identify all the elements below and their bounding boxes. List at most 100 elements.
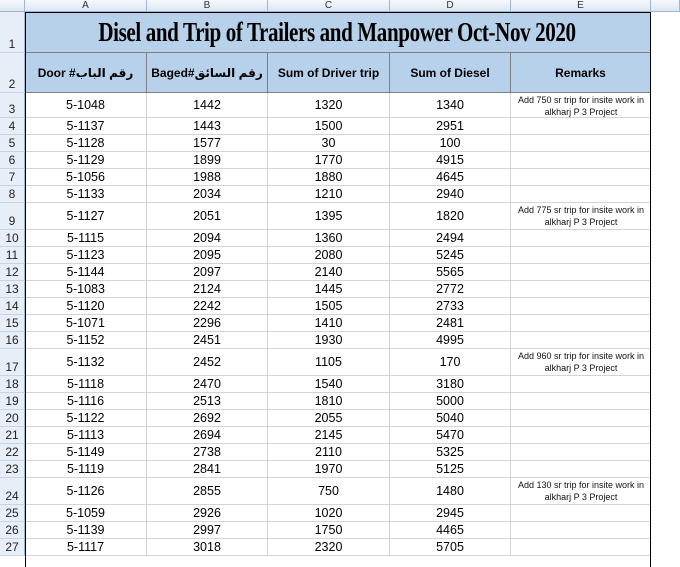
table-cell-door[interactable]: 5-1137 bbox=[25, 118, 147, 135]
table-cell-baged[interactable]: 2513 bbox=[147, 393, 268, 410]
column-header-d[interactable]: D bbox=[390, 0, 511, 12]
row-header[interactable]: 8 bbox=[0, 186, 25, 203]
table-cell-diesel[interactable]: 4645 bbox=[390, 169, 511, 186]
column-title-remarks[interactable]: Remarks bbox=[511, 53, 651, 93]
table-cell-remarks[interactable] bbox=[511, 393, 651, 410]
table-cell-trip[interactable]: 1020 bbox=[268, 505, 390, 522]
table-cell-trip[interactable]: 1540 bbox=[268, 376, 390, 393]
table-cell-trip[interactable]: 2110 bbox=[268, 444, 390, 461]
table-cell-baged[interactable]: 1899 bbox=[147, 152, 268, 169]
table-cell-baged[interactable]: 2738 bbox=[147, 444, 268, 461]
table-cell-remarks[interactable] bbox=[511, 169, 651, 186]
table-cell-remarks[interactable] bbox=[511, 410, 651, 427]
table-cell-remarks[interactable] bbox=[511, 135, 651, 152]
table-cell-door[interactable]: 5-1119 bbox=[25, 461, 147, 478]
table-cell-remarks[interactable] bbox=[511, 376, 651, 393]
table-cell-diesel[interactable]: 4465 bbox=[390, 522, 511, 539]
row-header[interactable]: 23 bbox=[0, 461, 25, 478]
table-cell-remarks[interactable] bbox=[511, 152, 651, 169]
table-cell-trip[interactable]: 2145 bbox=[268, 427, 390, 444]
table-cell-diesel[interactable]: 1480 bbox=[390, 478, 511, 505]
table-cell-baged[interactable]: 1988 bbox=[147, 169, 268, 186]
row-header[interactable]: 27 bbox=[0, 539, 25, 556]
table-cell-trip[interactable]: 1320 bbox=[268, 93, 390, 118]
table-cell-diesel[interactable]: 4915 bbox=[390, 152, 511, 169]
row-header[interactable]: 26 bbox=[0, 522, 25, 539]
table-cell-trip[interactable]: 750 bbox=[268, 478, 390, 505]
table-cell-trip[interactable]: 2080 bbox=[268, 247, 390, 264]
table-cell-trip[interactable]: 1360 bbox=[268, 230, 390, 247]
table-cell-baged[interactable]: 2242 bbox=[147, 298, 268, 315]
table-cell-trip[interactable]: 1505 bbox=[268, 298, 390, 315]
row-header[interactable]: 20 bbox=[0, 410, 25, 427]
row-header[interactable]: 9 bbox=[0, 203, 25, 230]
table-cell-door[interactable]: 5-1117 bbox=[25, 539, 147, 556]
table-cell-door[interactable]: 5-1048 bbox=[25, 93, 147, 118]
table-cell-door[interactable]: 5-1133 bbox=[25, 186, 147, 203]
table-cell-trip[interactable]: 1770 bbox=[268, 152, 390, 169]
table-cell-trip[interactable]: 30 bbox=[268, 135, 390, 152]
table-cell-baged[interactable]: 2094 bbox=[147, 230, 268, 247]
select-all-corner[interactable] bbox=[0, 0, 25, 12]
table-cell-trip[interactable]: 2055 bbox=[268, 410, 390, 427]
table-cell-door[interactable]: 5-1129 bbox=[25, 152, 147, 169]
table-cell-door[interactable]: 5-1144 bbox=[25, 264, 147, 281]
table-cell-diesel[interactable]: 5705 bbox=[390, 539, 511, 556]
table-cell-diesel[interactable]: 5245 bbox=[390, 247, 511, 264]
table-cell-diesel[interactable]: 1340 bbox=[390, 93, 511, 118]
table-cell-trip[interactable]: 1970 bbox=[268, 461, 390, 478]
table-cell-diesel[interactable]: 170 bbox=[390, 349, 511, 376]
table-cell-baged[interactable]: 2034 bbox=[147, 186, 268, 203]
table-cell-diesel[interactable]: 4995 bbox=[390, 332, 511, 349]
row-header[interactable]: 19 bbox=[0, 393, 25, 410]
row-header[interactable]: 12 bbox=[0, 264, 25, 281]
table-cell-remarks[interactable] bbox=[511, 332, 651, 349]
table-cell-door[interactable]: 5-1056 bbox=[25, 169, 147, 186]
row-header[interactable]: 16 bbox=[0, 332, 25, 349]
table-cell-baged[interactable]: 2296 bbox=[147, 315, 268, 332]
table-cell-baged[interactable]: 2997 bbox=[147, 522, 268, 539]
column-title-door[interactable]: Door #رقم الباب bbox=[25, 53, 147, 93]
table-cell-remarks[interactable] bbox=[511, 186, 651, 203]
table-cell-baged[interactable]: 2926 bbox=[147, 505, 268, 522]
column-title-baged[interactable]: Baged#رقم السائق bbox=[147, 53, 268, 93]
table-cell-baged[interactable]: 3018 bbox=[147, 539, 268, 556]
row-header[interactable]: 24 bbox=[0, 478, 25, 505]
table-cell-baged[interactable]: 1443 bbox=[147, 118, 268, 135]
table-cell-door[interactable]: 5-1071 bbox=[25, 315, 147, 332]
table-cell-remarks[interactable] bbox=[511, 539, 651, 556]
table-cell-remarks[interactable] bbox=[511, 230, 651, 247]
column-header-e[interactable]: E bbox=[511, 0, 651, 12]
table-cell-baged[interactable]: 2692 bbox=[147, 410, 268, 427]
table-cell-door[interactable]: 5-1127 bbox=[25, 203, 147, 230]
table-cell-diesel[interactable]: 100 bbox=[390, 135, 511, 152]
table-cell-door[interactable]: 5-1118 bbox=[25, 376, 147, 393]
row-header[interactable]: 17 bbox=[0, 349, 25, 376]
table-cell-door[interactable]: 5-1152 bbox=[25, 332, 147, 349]
table-cell-diesel[interactable]: 5000 bbox=[390, 393, 511, 410]
table-cell-trip[interactable]: 1880 bbox=[268, 169, 390, 186]
row-header[interactable]: 15 bbox=[0, 315, 25, 332]
table-cell-trip[interactable]: 1210 bbox=[268, 186, 390, 203]
table-cell-diesel[interactable]: 2940 bbox=[390, 186, 511, 203]
table-cell-diesel[interactable]: 1820 bbox=[390, 203, 511, 230]
row-header[interactable]: 22 bbox=[0, 444, 25, 461]
table-cell-remarks[interactable] bbox=[511, 505, 651, 522]
row-header[interactable]: 13 bbox=[0, 281, 25, 298]
row-header[interactable]: 7 bbox=[0, 169, 25, 186]
table-cell-trip[interactable]: 1810 bbox=[268, 393, 390, 410]
row-header[interactable]: 14 bbox=[0, 298, 25, 315]
table-cell-remarks[interactable] bbox=[511, 315, 651, 332]
table-cell-trip[interactable]: 1410 bbox=[268, 315, 390, 332]
table-cell-baged[interactable]: 2451 bbox=[147, 332, 268, 349]
row-header[interactable]: 3 bbox=[0, 93, 25, 118]
table-cell-door[interactable]: 5-1122 bbox=[25, 410, 147, 427]
table-cell-baged[interactable]: 2470 bbox=[147, 376, 268, 393]
table-cell-baged[interactable]: 2452 bbox=[147, 349, 268, 376]
table-cell-diesel[interactable]: 5125 bbox=[390, 461, 511, 478]
column-header-a[interactable]: A bbox=[25, 0, 147, 12]
table-cell-remarks[interactable] bbox=[511, 247, 651, 264]
table-cell-door[interactable]: 5-1123 bbox=[25, 247, 147, 264]
table-cell-diesel[interactable]: 2951 bbox=[390, 118, 511, 135]
table-cell-door[interactable]: 5-1116 bbox=[25, 393, 147, 410]
